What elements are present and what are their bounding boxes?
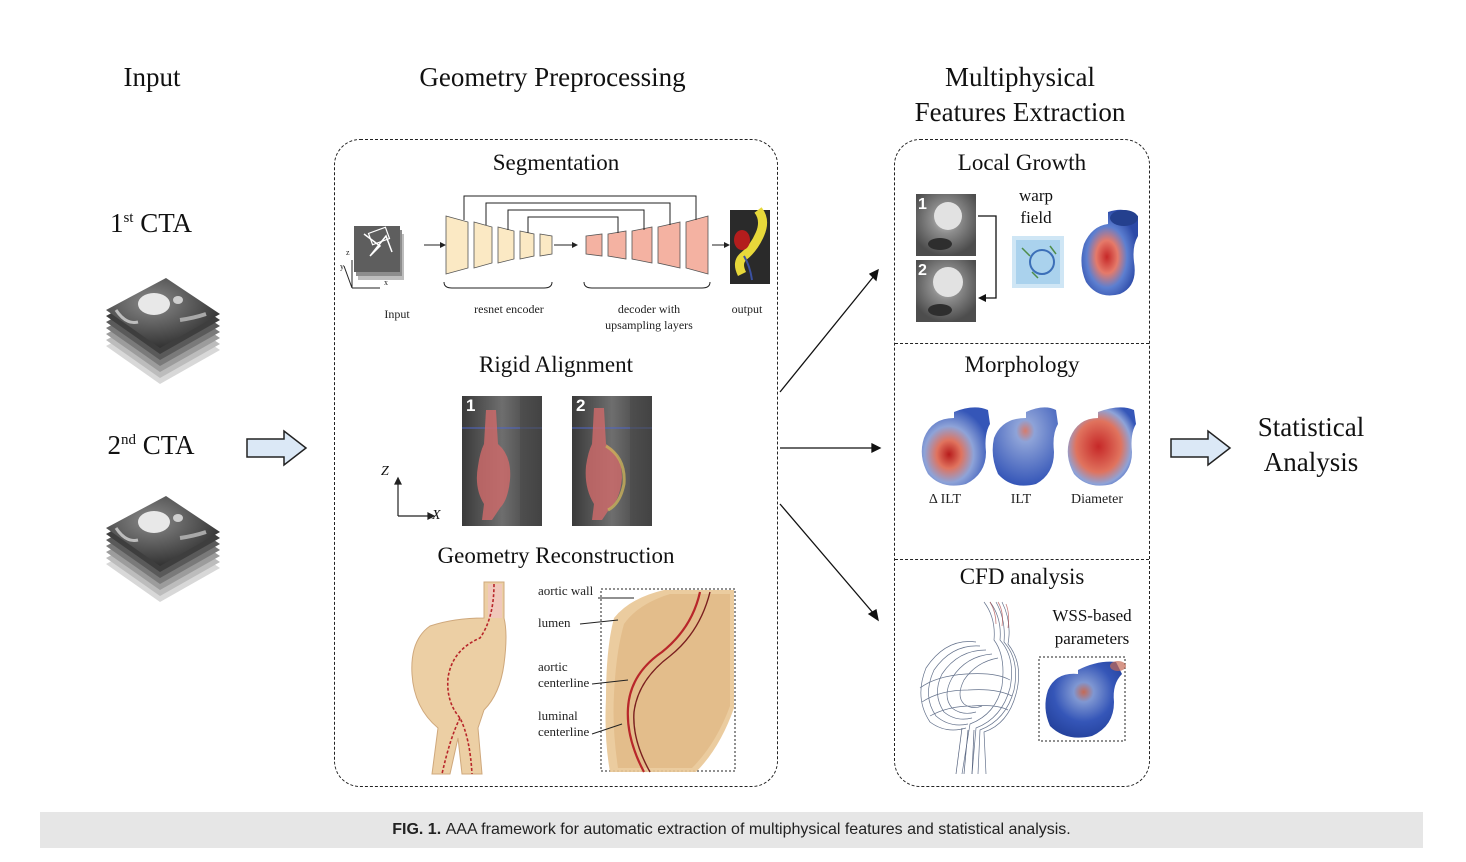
warp-field-label-2: field — [1020, 208, 1052, 227]
cta-2-stack-image — [106, 496, 220, 602]
features-divider-2 — [895, 559, 1149, 560]
cta-1-label: 1st CTA — [109, 208, 193, 238]
ilt-model — [992, 407, 1058, 486]
decoder-blocks — [585, 215, 709, 275]
input-to-preprocessing-arrow — [246, 429, 308, 467]
column-title-input: Input — [123, 62, 181, 92]
label-lumen: lumen — [538, 615, 571, 630]
encoder-label: resnet encoder — [474, 302, 544, 316]
segmentation-title: Segmentation — [492, 150, 620, 175]
cfd-title: CFD analysis — [959, 564, 1085, 589]
segmentation-axis-y: y — [340, 262, 344, 271]
rigid-panel-1-number: 1 — [466, 396, 476, 415]
features-divider-1 — [895, 343, 1149, 344]
preprocessing-to-features-arrows — [779, 268, 882, 622]
morphology-label-diameter: Diameter — [1070, 492, 1124, 507]
rigid-panel-2 — [572, 396, 652, 526]
rigid-axis-z: Z — [381, 464, 389, 479]
segmentation-input-volume — [343, 226, 404, 289]
figure-caption-bar: FIG. 1. AAA framework for automatic extr… — [40, 812, 1423, 848]
segmentation-axis-z: z — [346, 248, 350, 257]
rigid-panel-2-number: 2 — [576, 396, 586, 415]
delta-ilt-model — [921, 407, 990, 486]
geometry-reconstruction-title: Geometry Reconstruction — [437, 543, 675, 568]
encoder-blocks — [445, 215, 553, 275]
features-box — [894, 139, 1150, 787]
wss-label-1: WSS-based — [1052, 606, 1132, 625]
figure-caption: FIG. 1. AAA framework for automatic extr… — [40, 812, 1423, 848]
rigid-axis-x: X — [432, 508, 441, 523]
rigid-alignment-panels — [394, 396, 652, 526]
rigid-alignment-title: Rigid Alignment — [479, 352, 633, 377]
label-aortic-wall: aortic wall — [538, 583, 594, 598]
label-aortic-centerline-2: centerline — [538, 675, 590, 690]
preprocessing-box — [334, 139, 778, 787]
segmentation-network-diagram — [343, 195, 770, 289]
geometry-reconstruction-detail-view — [600, 588, 736, 773]
geometry-reconstruction-left-model — [411, 581, 507, 775]
segmentation-axis-x: x — [384, 278, 388, 287]
diameter-model — [1067, 407, 1136, 486]
figure-caption-text: AAA framework for automatic extraction o… — [445, 821, 1071, 838]
growth-panel-2-number: 2 — [918, 262, 927, 279]
rigid-alignment-axes — [394, 476, 436, 520]
decoder-label-2: upsampling layers — [605, 318, 693, 332]
geometry-reconstruction-leaders — [579, 597, 634, 735]
label-aortic-centerline-1: aortic — [538, 659, 568, 674]
wss-parameters-model — [1038, 656, 1126, 742]
column-title-features-1: Multiphysical — [945, 62, 1095, 92]
segmentation-input-label: Input — [384, 307, 410, 321]
local-growth-title: Local Growth — [957, 150, 1087, 175]
warp-field-label-1: warp — [1019, 186, 1053, 205]
local-growth-images — [916, 194, 1138, 322]
warp-field-image — [1012, 236, 1064, 288]
wss-label-2: parameters — [1054, 629, 1130, 648]
statistical-analysis-title-1: Statistical — [1257, 412, 1365, 442]
growth-ct-panel-2 — [916, 260, 976, 322]
growth-ct-panel-1 — [916, 194, 976, 256]
cfd-streamlines-model — [919, 601, 1019, 775]
decoder-label-1: decoder with — [617, 302, 681, 316]
local-growth-heatmap-model — [1081, 209, 1138, 296]
statistical-analysis-title-2: Analysis — [1263, 447, 1359, 477]
figure-caption-prefix: FIG. 1. — [392, 821, 442, 838]
label-luminal-centerline-2: centerline — [538, 724, 590, 739]
morphology-title: Morphology — [964, 352, 1080, 377]
rigid-panel-1 — [462, 396, 542, 526]
column-title-preprocessing: Geometry Preprocessing — [419, 62, 686, 92]
segmentation-output-label: output — [731, 302, 763, 316]
column-title-features-2: Features Extraction — [914, 97, 1126, 127]
cta-2-label: 2nd CTA — [107, 430, 195, 460]
growth-panel-1-number: 1 — [918, 196, 927, 213]
morphology-label-ilt: ILT — [1010, 492, 1032, 507]
cta-1-stack-image — [106, 278, 220, 384]
features-to-statistics-arrow — [1170, 429, 1232, 467]
label-luminal-centerline-1: luminal — [538, 708, 578, 723]
morphology-models — [921, 407, 1136, 486]
morphology-label-delta-ilt: Δ ILT — [928, 492, 962, 507]
segmentation-output-image — [730, 207, 770, 284]
